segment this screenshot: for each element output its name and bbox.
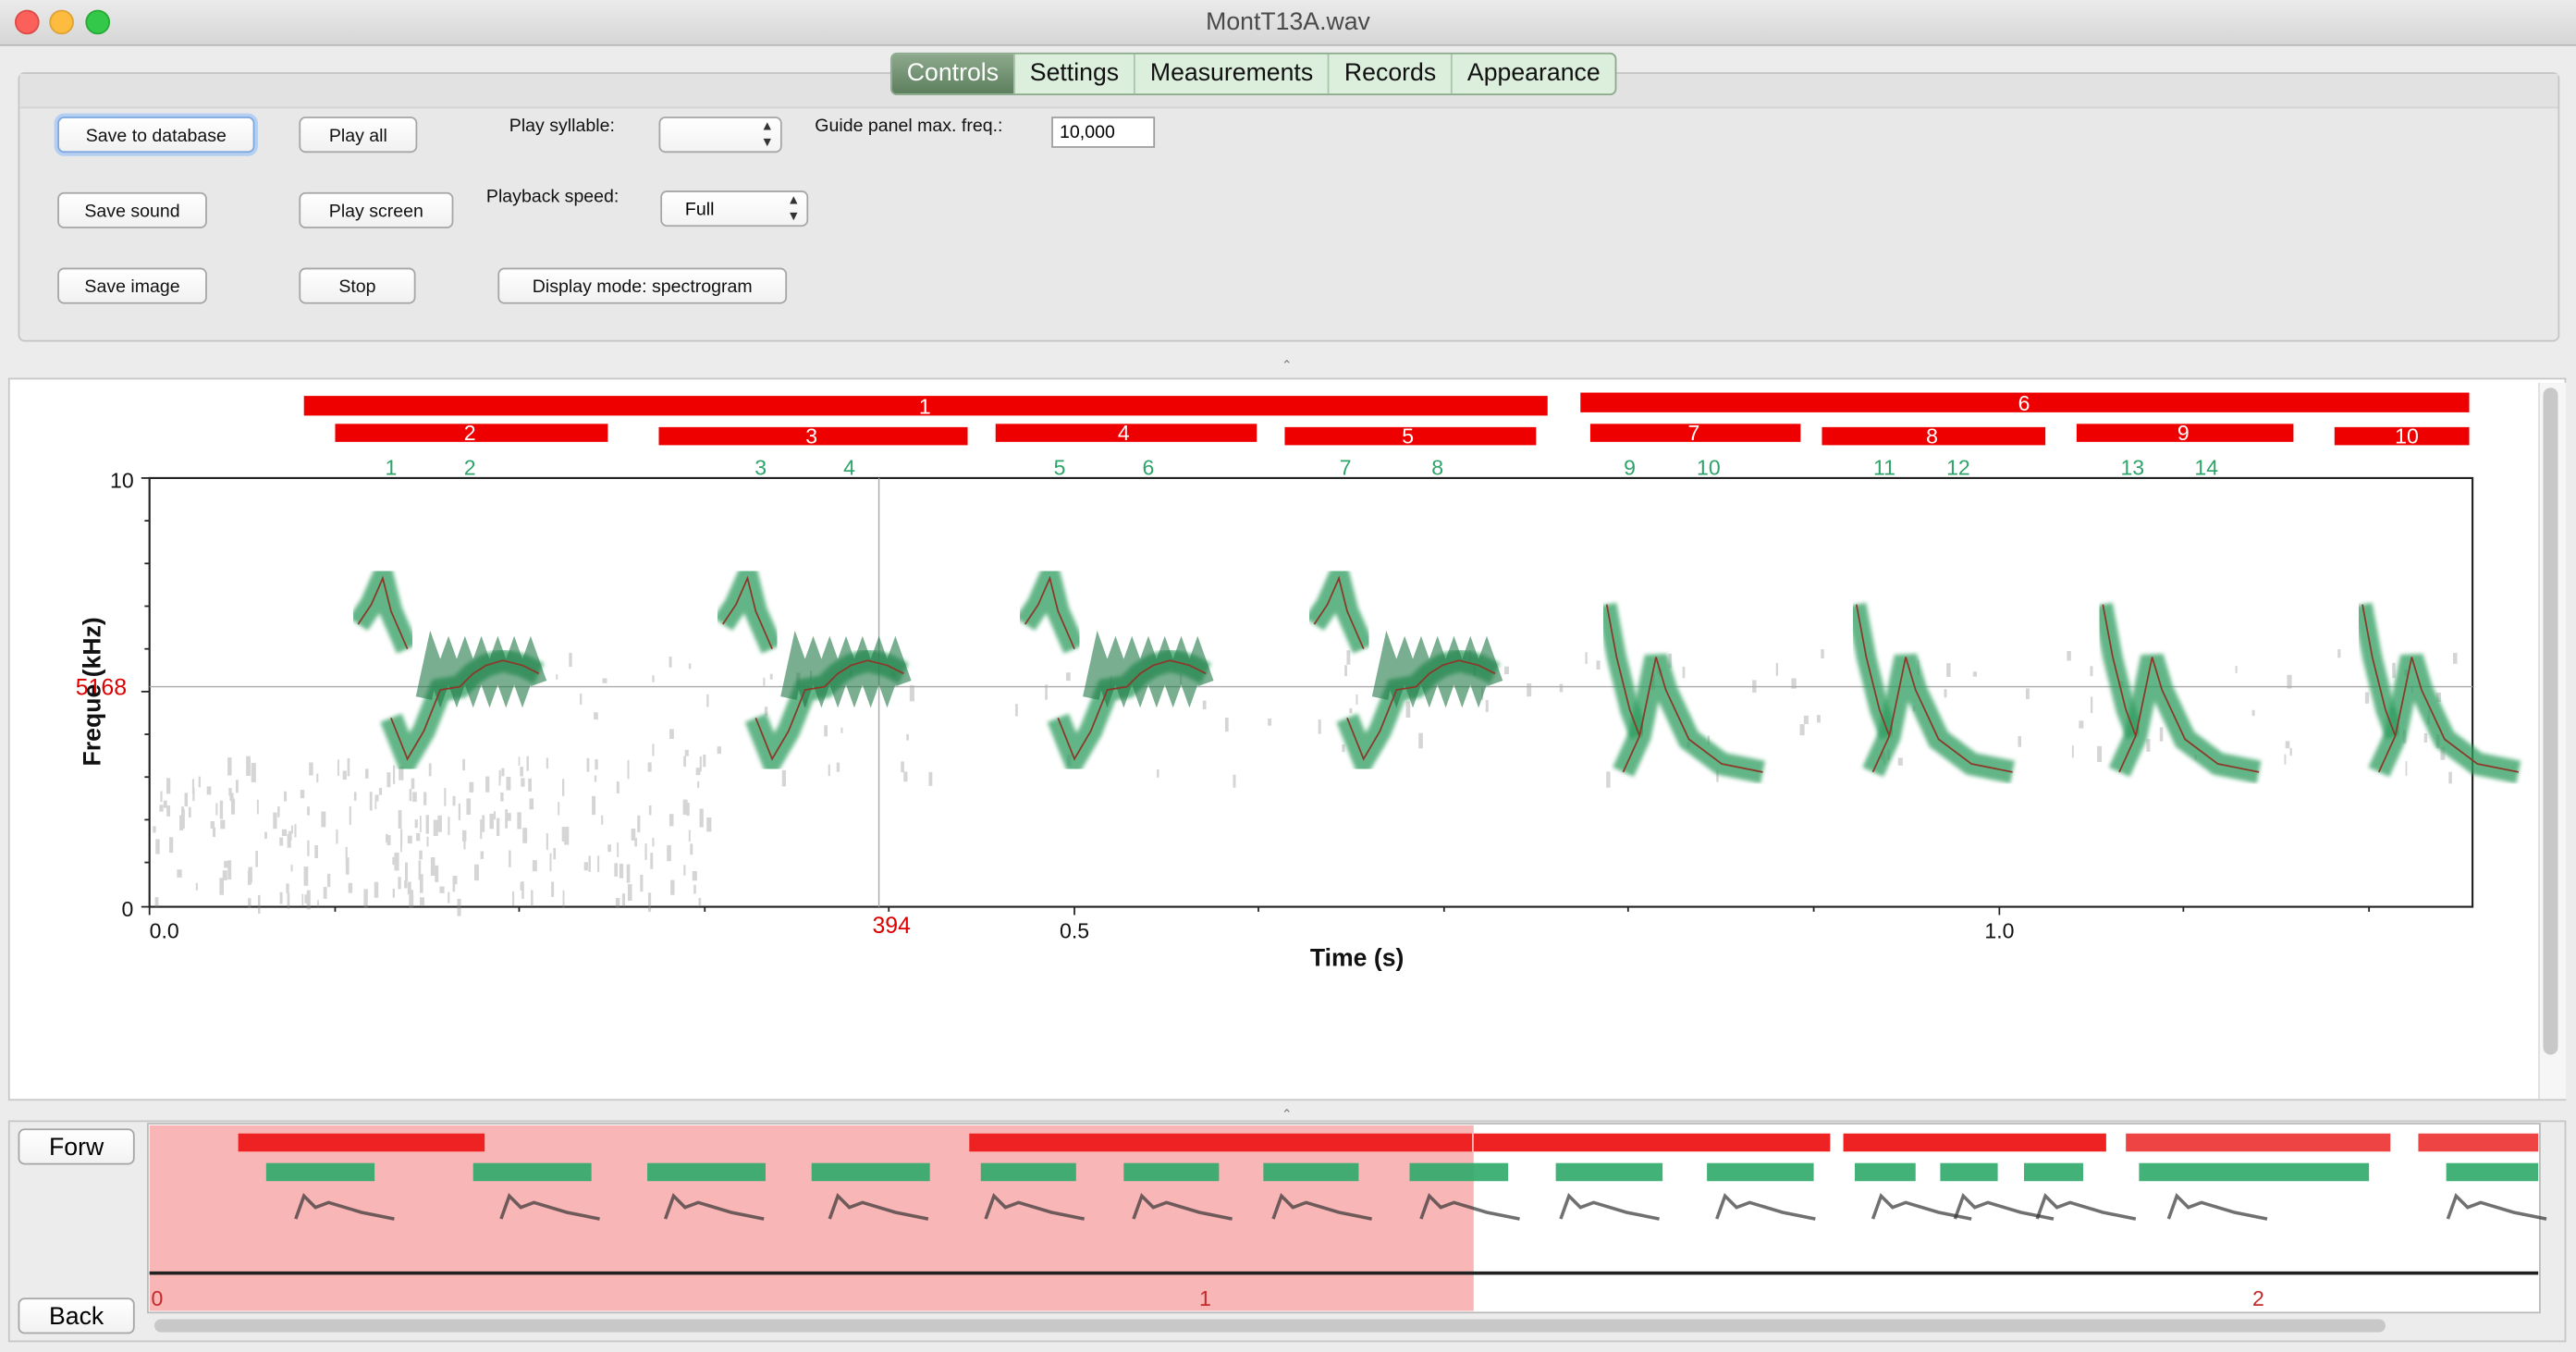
overview-song-bar [1474,1134,1831,1152]
overview-syllable-bar [1409,1163,1508,1182]
overview-syllable-bar [1940,1163,1997,1182]
overview-song-bar [1844,1134,2106,1152]
overview-song-bar [2418,1134,2538,1152]
overview-syllable-bar [647,1163,766,1182]
overview-syllable-bar [981,1163,1076,1182]
tab-records[interactable]: Records [1330,55,1453,94]
overview-syllable-bar [812,1163,930,1182]
overview-syllable-bar [1123,1163,1219,1182]
tab-controls[interactable]: Controls [892,55,1015,94]
overview-tick-label: 2 [2252,1286,2264,1310]
tab-measurements[interactable]: Measurements [1135,55,1330,94]
tab-bar: Controls Settings Measurements Records A… [890,53,1616,95]
horizontal-scroll-thumb[interactable] [154,1319,2386,1332]
overview-tick-label: 0 [151,1286,163,1310]
overview-syllable-bar [2139,1163,2369,1182]
overview-syllable-bar [2024,1163,2083,1182]
overview-syllable-bar [1556,1163,1662,1182]
tab-appearance[interactable]: Appearance [1453,55,1615,94]
overview-song-bar [239,1134,485,1152]
overview-syllable-bar [2447,1163,2539,1182]
tab-settings[interactable]: Settings [1015,55,1135,94]
overview-syllable-bar [473,1163,592,1182]
overview-syllable-bar [1855,1163,1916,1182]
overview-syllable-bar [1707,1163,1813,1182]
overview-syllable-bar [1263,1163,1358,1182]
overview-song-bar [2126,1134,2390,1152]
overview-tick-label: 1 [1199,1286,1211,1310]
overview-song-bar [969,1134,1472,1152]
overview-syllable-bar [266,1163,374,1182]
